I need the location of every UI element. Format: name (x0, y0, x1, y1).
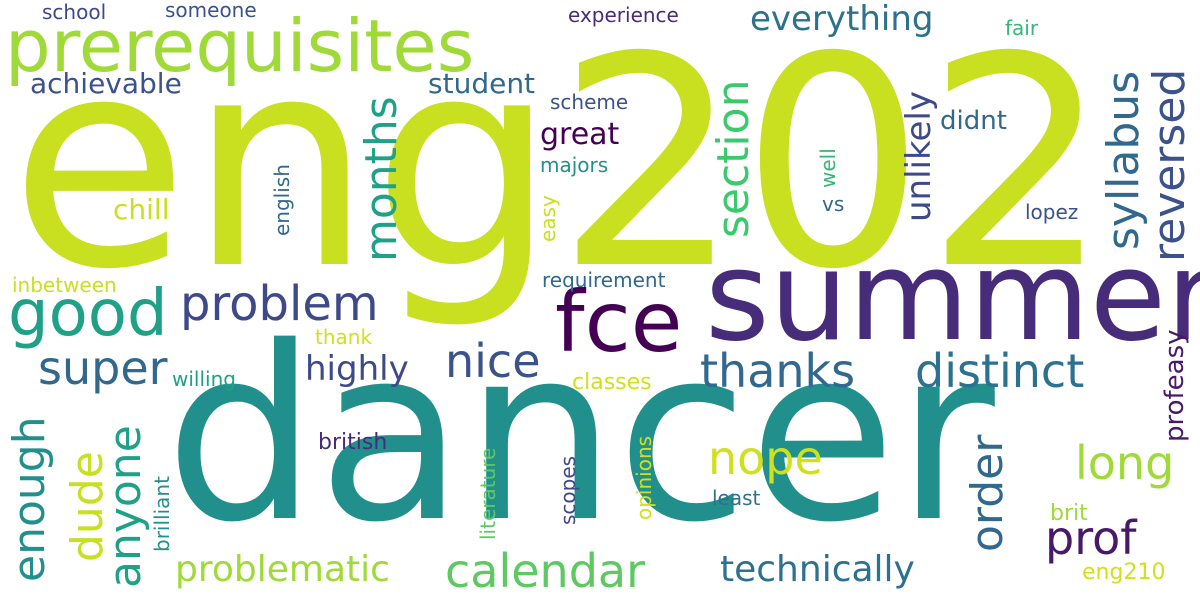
word-technically: technically (720, 549, 915, 590)
word-fair: fair (1005, 16, 1039, 40)
word-good: good (8, 277, 168, 351)
word-months: months (356, 96, 407, 262)
word-fce: fce (555, 273, 683, 371)
word-easy: easy (536, 195, 560, 242)
word-problem: problem (180, 276, 379, 332)
word-section: section (708, 79, 759, 238)
word-someone: someone (165, 0, 257, 22)
word-eng202: eng202 (10, 0, 1110, 333)
word-scopes: scopes (556, 455, 580, 525)
word-chill: chill (113, 193, 170, 226)
word-reversed: reversed (1144, 68, 1195, 262)
word-unlikely: unlikely (899, 91, 939, 222)
word-enough: enough (4, 416, 55, 582)
word-achievable: achievable (30, 67, 182, 100)
word-highly: highly (305, 349, 409, 389)
word-order: order (962, 434, 1013, 552)
word-dancer: dancer (165, 295, 995, 575)
word-profeasy: profeasy (1160, 329, 1190, 442)
word-well: well (816, 148, 840, 188)
word-majors: majors (540, 153, 609, 177)
word-great: great (540, 117, 620, 152)
word-didnt: didnt (940, 106, 1007, 136)
word-brilliant: brilliant (150, 476, 174, 552)
word-brit: brit (1050, 501, 1088, 526)
word-inbetween: inbetween (12, 273, 117, 297)
word-least: least (712, 486, 761, 510)
word-nope: nope (708, 431, 823, 485)
word-thank: thank (315, 325, 373, 349)
word-willing: willing (172, 367, 236, 391)
word-literature: literature (476, 447, 500, 540)
word-summer: summer (705, 225, 1200, 369)
word-super: super (38, 341, 168, 395)
word-everything: everything (750, 0, 934, 39)
word-school: school (42, 0, 107, 24)
word-scheme: scheme (550, 90, 629, 114)
word-prof: prof (1045, 511, 1137, 565)
word-prerequisites: prerequisites (5, 4, 475, 88)
word-eng210: eng210 (1082, 560, 1166, 585)
word-thanks: thanks (700, 344, 856, 398)
word-anyone: anyone (100, 425, 151, 588)
word-problematic: problematic (175, 549, 390, 590)
word-vs: vs (822, 192, 845, 216)
word-experience: experience (568, 3, 679, 27)
word-calendar: calendar (445, 544, 646, 598)
word-distinct: distinct (915, 344, 1085, 398)
word-requirement: requirement (542, 268, 666, 292)
word-lopez: lopez (1025, 200, 1079, 224)
word-long: long (1075, 436, 1175, 490)
word-nice: nice (445, 334, 541, 388)
word-english: english (270, 164, 294, 236)
word-british: british (318, 430, 388, 455)
word-student: student (428, 67, 536, 100)
word-syllabus: syllabus (1098, 70, 1149, 250)
word-classes: classes (572, 370, 652, 395)
word-opinions: opinions (632, 435, 656, 520)
